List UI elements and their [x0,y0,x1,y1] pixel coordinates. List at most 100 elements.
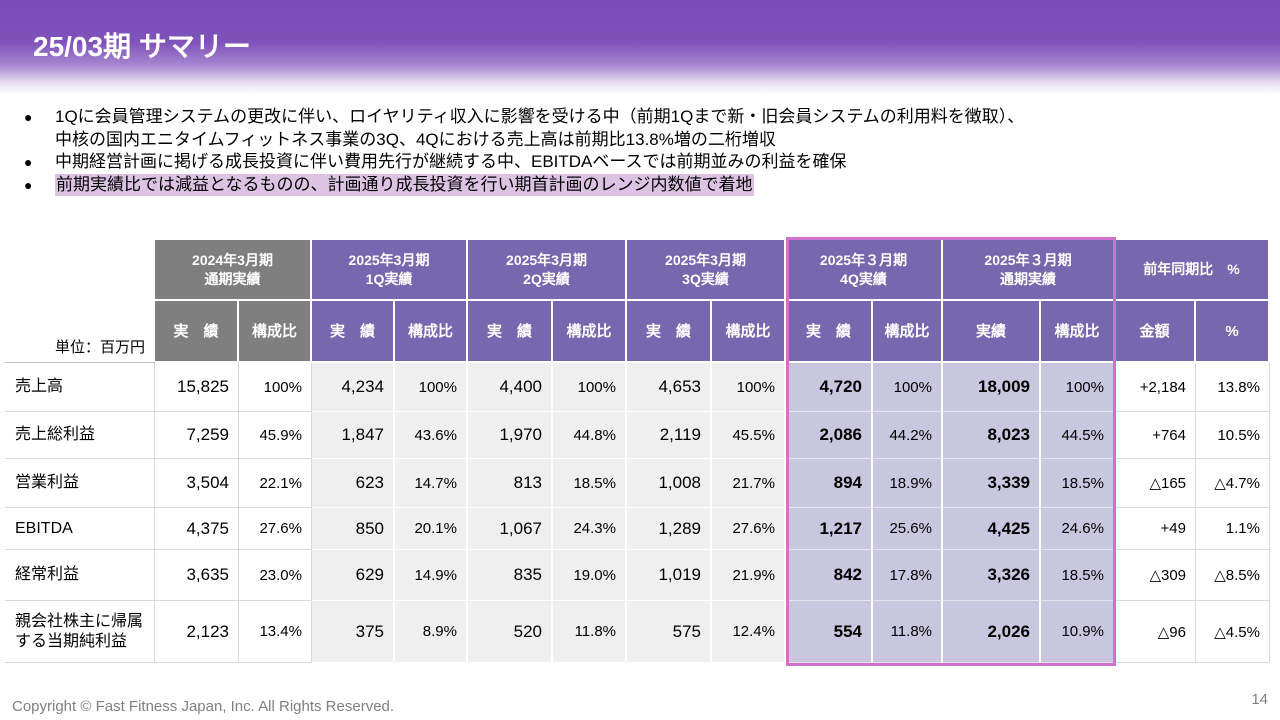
subheader-actual: 実 績 [312,301,395,363]
fy2025-actual-cell: 3,339 [943,459,1041,508]
q1-actual-cell: 629 [312,550,395,601]
subheader-ratio: 構成比 [873,301,943,363]
q2-ratio-cell: 11.8% [553,601,627,663]
yoy-percent-cell: 13.8% [1196,363,1270,412]
fy2025-actual-cell: 3,326 [943,550,1041,601]
subheader-percent: % [1196,301,1270,363]
subheader-actual: 実 績 [627,301,712,363]
yoy-amount-cell: △96 [1115,601,1196,663]
fy2025-ratio-cell: 18.5% [1041,550,1115,601]
q2-ratio-cell: 100% [553,363,627,412]
fy2025-ratio-cell: 44.5% [1041,412,1115,459]
q3-actual-cell: 1,019 [627,550,712,601]
q1-ratio-cell: 14.7% [395,459,468,508]
q3-ratio-cell: 100% [712,363,786,412]
row-label-text: 経常利益 [15,566,80,583]
yoy-amount-cell: +764 [1115,412,1196,459]
row-label: 親会社株主に帰属 する当期純利益 [5,601,155,663]
row-label: 売上総利益 [5,412,155,459]
q3-actual-cell: 575 [627,601,712,663]
fy2024-ratio-cell: 23.0% [239,550,312,601]
fy2025-ratio-cell: 10.9% [1041,601,1115,663]
q1-actual-cell: 375 [312,601,395,663]
q1-ratio-cell: 14.9% [395,550,468,601]
header-line: 4Q実績 [840,270,887,287]
fy2024-actual-cell: 4,375 [155,508,239,550]
header-yoy: 前年同期比 % [1115,240,1270,301]
q1-ratio-cell: 43.6% [395,412,468,459]
yoy-amount-cell: △165 [1115,459,1196,508]
bullet-text: 1Qに会員管理システムの更改に伴い、ロイヤリティ収入に影響を受ける中（前期1Qま… [55,107,1025,126]
header-line: 2025年３月期 [819,251,908,268]
subheader-actual: 実 績 [468,301,553,363]
q4-ratio-cell: 11.8% [873,601,943,663]
bullet-dot-icon: ● [24,176,33,193]
yoy-percent-cell: △8.5% [1196,550,1270,601]
fy2025-actual-cell: 8,023 [943,412,1041,459]
q3-actual-cell: 1,289 [627,508,712,550]
yoy-amount-cell: +49 [1115,508,1196,550]
q4-ratio-cell: 100% [873,363,943,412]
subheader-ratio: 構成比 [395,301,468,363]
fy2024-ratio-cell: 22.1% [239,459,312,508]
copyright-text: Copyright © Fast Fitness Japan, Inc. All… [12,698,395,715]
header-q1: 2025年3月期 1Q実績 [312,240,468,301]
q4-actual-cell: 842 [786,550,873,601]
q2-actual-cell: 520 [468,601,553,663]
row-label: 経常利益 [5,550,155,601]
fy2025-ratio-cell: 18.5% [1041,459,1115,508]
subheader-amount: 金額 [1115,301,1196,363]
fy2024-ratio-cell: 27.6% [239,508,312,550]
row-label-text: 営業利益 [15,474,80,491]
fy2024-ratio-cell: 13.4% [239,601,312,663]
row-label-text: 売上総利益 [15,426,96,443]
header-line: 1Q実績 [365,270,413,287]
q3-ratio-cell: 45.5% [712,412,786,459]
q3-actual-cell: 1,008 [627,459,712,508]
fy2025-ratio-cell: 100% [1041,363,1115,412]
bullet-item: ● 中期経営計画に掲げる成長投資に伴い費用先行が継続する中、EBITDAベースで… [0,151,1280,174]
page-number: 14 [1251,691,1268,708]
header-line: 前年同期比 % [1143,261,1240,277]
fy2024-ratio-cell: 45.9% [239,412,312,459]
fy2025-ratio-cell: 24.6% [1041,508,1115,550]
q2-actual-cell: 813 [468,459,553,508]
q4-actual-cell: 4,720 [786,363,873,412]
q3-ratio-cell: 12.4% [712,601,786,663]
header-q3: 2025年3月期 3Q実績 [627,240,786,301]
q1-actual-cell: 4,234 [312,363,395,412]
subheader-ratio: 構成比 [1041,301,1115,363]
q4-ratio-cell: 18.9% [873,459,943,508]
subheader-ratio: 構成比 [712,301,786,363]
fy2025-actual-cell: 2,026 [943,601,1041,663]
row-label-text: EBITDA [15,519,73,537]
q1-actual-cell: 1,847 [312,412,395,459]
header-line: 2Q実績 [523,270,570,287]
header-band [0,0,1280,94]
fy2025-actual-cell: 4,425 [943,508,1041,550]
q4-ratio-cell: 44.2% [873,412,943,459]
q3-ratio-cell: 27.6% [712,508,786,550]
bullet-dot-icon: ● [24,109,33,125]
yoy-percent-cell: 1.1% [1196,508,1270,550]
row-label: 営業利益 [5,459,155,508]
fy2024-actual-cell: 15,825 [155,363,239,412]
header-fy2025: 2025年３月期 通期実績 [943,240,1115,301]
bullet-text-highlighted: 前期実績比では減益となるものの、計画通り成長投資を行い期首計画のレンジ内数値で着… [55,173,754,197]
header-line: 2024年3月期 [192,251,273,268]
unit-label: 単位：百万円 [5,240,155,363]
header-line: 2025年3月期 [506,251,587,268]
bullet-dot-icon: ● [24,154,33,171]
q3-actual-cell: 2,119 [627,412,712,459]
q2-ratio-cell: 24.3% [553,508,627,550]
q4-actual-cell: 554 [786,601,873,663]
fy2025-actual-cell: 18,009 [943,363,1041,412]
bullet-list: ● 1Qに会員管理システムの更改に伴い、ロイヤリティ収入に影響を受ける中（前期1… [0,106,1280,197]
q3-actual-cell: 4,653 [627,363,712,412]
q1-ratio-cell: 20.1% [395,508,468,550]
header-line: 3Q実績 [682,270,729,287]
header-q4: 2025年３月期 4Q実績 [786,240,943,301]
q4-actual-cell: 2,086 [786,412,873,459]
subheader-ratio: 構成比 [239,301,312,363]
q3-ratio-cell: 21.7% [712,459,786,508]
